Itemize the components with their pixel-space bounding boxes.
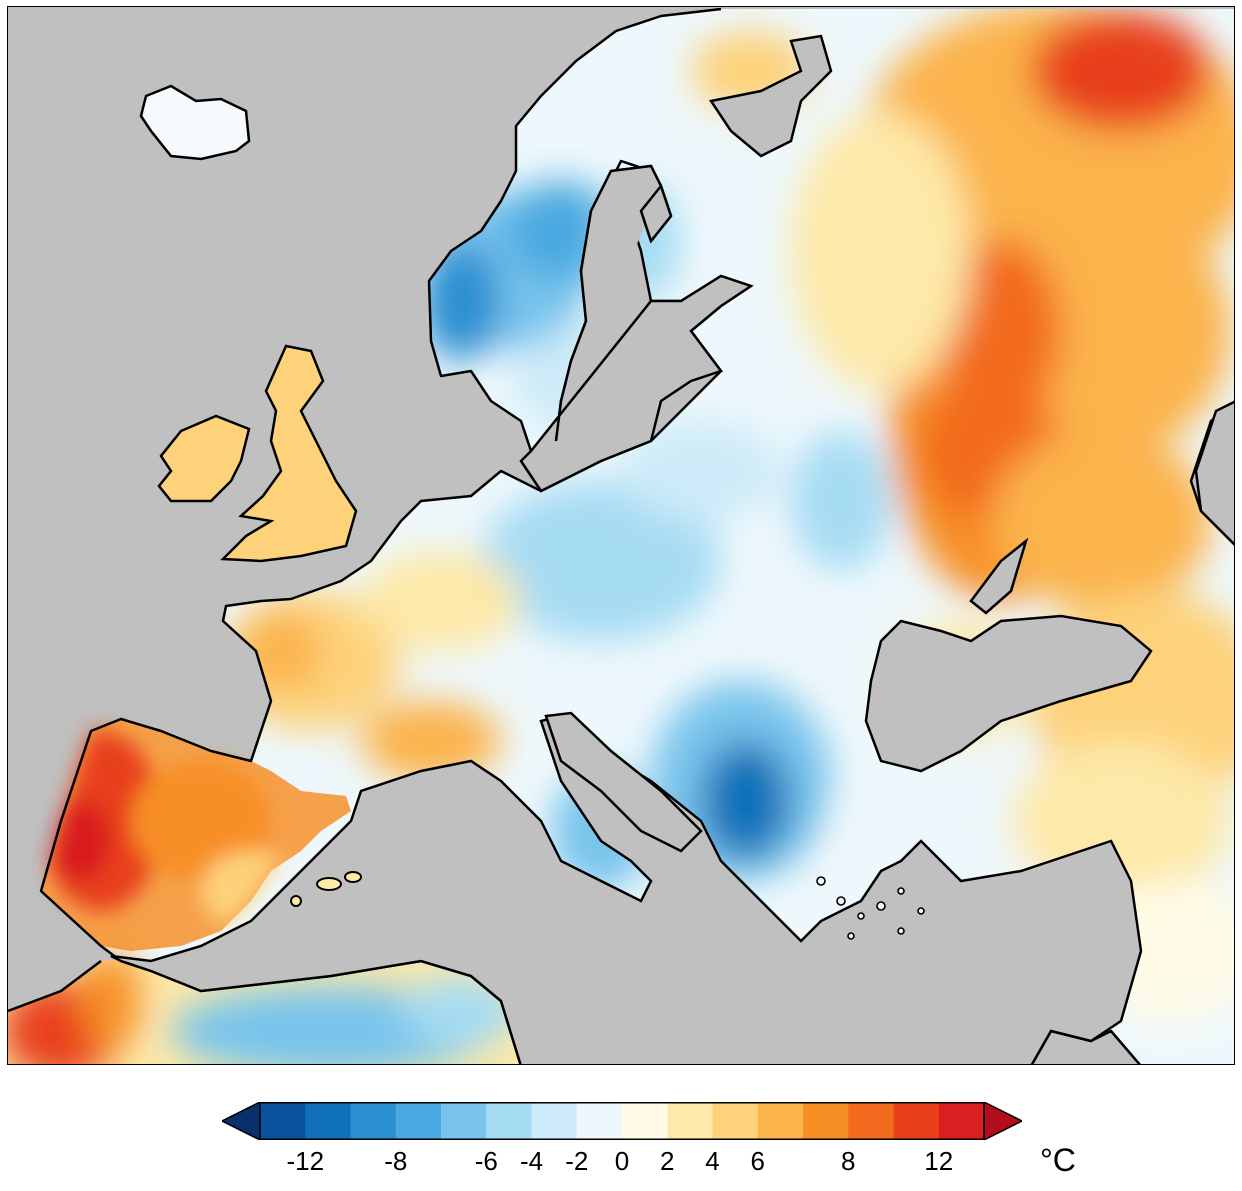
colorbar-extend-high xyxy=(983,1102,1022,1140)
colorbar-tick-label: 2 xyxy=(660,1146,675,1176)
colorbar-segment xyxy=(350,1102,397,1140)
colorbar-segment xyxy=(667,1102,713,1140)
balearic-islands xyxy=(290,871,362,907)
temperature-anomaly-map xyxy=(7,6,1235,1065)
aegean-islands xyxy=(816,876,925,940)
colorbar-segment xyxy=(803,1102,849,1140)
colorbar-tick-label: 8 xyxy=(841,1146,856,1176)
colorbar-segment xyxy=(260,1102,306,1140)
colorbar xyxy=(222,1102,1022,1140)
great-britain-land xyxy=(220,344,358,563)
baltic-sea xyxy=(519,164,754,493)
inner-seas xyxy=(110,34,1234,1064)
colorbar-segment xyxy=(305,1102,351,1140)
mediterranean-sea xyxy=(110,714,1143,1064)
black-sea xyxy=(864,614,1153,773)
colorbar-segment xyxy=(576,1102,623,1140)
colorbar-segment xyxy=(622,1102,668,1140)
colorbar-tick-label: 0 xyxy=(614,1146,630,1176)
unit-label: °C xyxy=(1040,1142,1076,1178)
colorbar-border xyxy=(259,1102,985,1140)
colorbar-segment xyxy=(441,1102,487,1140)
colorbar-tick-label: -6 xyxy=(474,1146,498,1176)
colorbar-tick-label: -4 xyxy=(519,1146,544,1176)
colorbar-tick-label: -8 xyxy=(384,1146,408,1176)
adriatic-sea xyxy=(544,711,703,853)
colorbar-segment xyxy=(486,1102,532,1140)
colorbar-segment xyxy=(893,1102,940,1140)
map-canvas xyxy=(8,7,1234,1064)
colorbar-segment xyxy=(531,1102,578,1140)
colorbar-segment xyxy=(757,1102,804,1140)
caspian-sea xyxy=(1194,400,1234,546)
colorbar-segment xyxy=(395,1102,442,1140)
iceland-land xyxy=(139,84,251,161)
anomaly-field xyxy=(8,9,1234,1064)
colorbar-extend-low xyxy=(222,1102,261,1140)
colorbar-tick-label: 4 xyxy=(705,1146,720,1176)
colorbar-segment xyxy=(938,1102,985,1140)
colorbar-tick-label: 6 xyxy=(750,1146,765,1176)
colorbar-tick-label: 12 xyxy=(924,1146,954,1176)
sea-of-azov xyxy=(969,537,1029,615)
colorbar-tick-label: -2 xyxy=(565,1146,589,1176)
white-sea xyxy=(708,34,833,158)
ireland-land xyxy=(157,414,251,503)
colorbar-segment xyxy=(712,1102,759,1140)
colorbar-segment xyxy=(848,1102,894,1140)
colorbar-tick-label: -12 xyxy=(286,1146,325,1176)
